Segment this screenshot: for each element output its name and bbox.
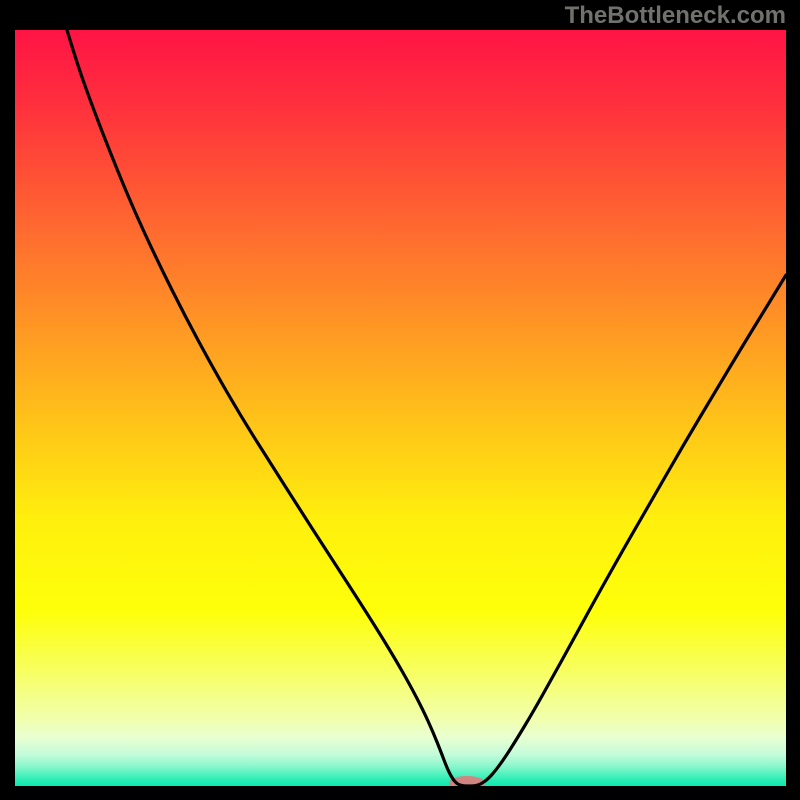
plot-area bbox=[15, 30, 786, 786]
gradient-background bbox=[15, 30, 786, 786]
chart-svg bbox=[15, 30, 786, 786]
watermark-text: TheBottleneck.com bbox=[565, 2, 786, 30]
chart-frame: TheBottleneck.com bbox=[0, 0, 800, 800]
